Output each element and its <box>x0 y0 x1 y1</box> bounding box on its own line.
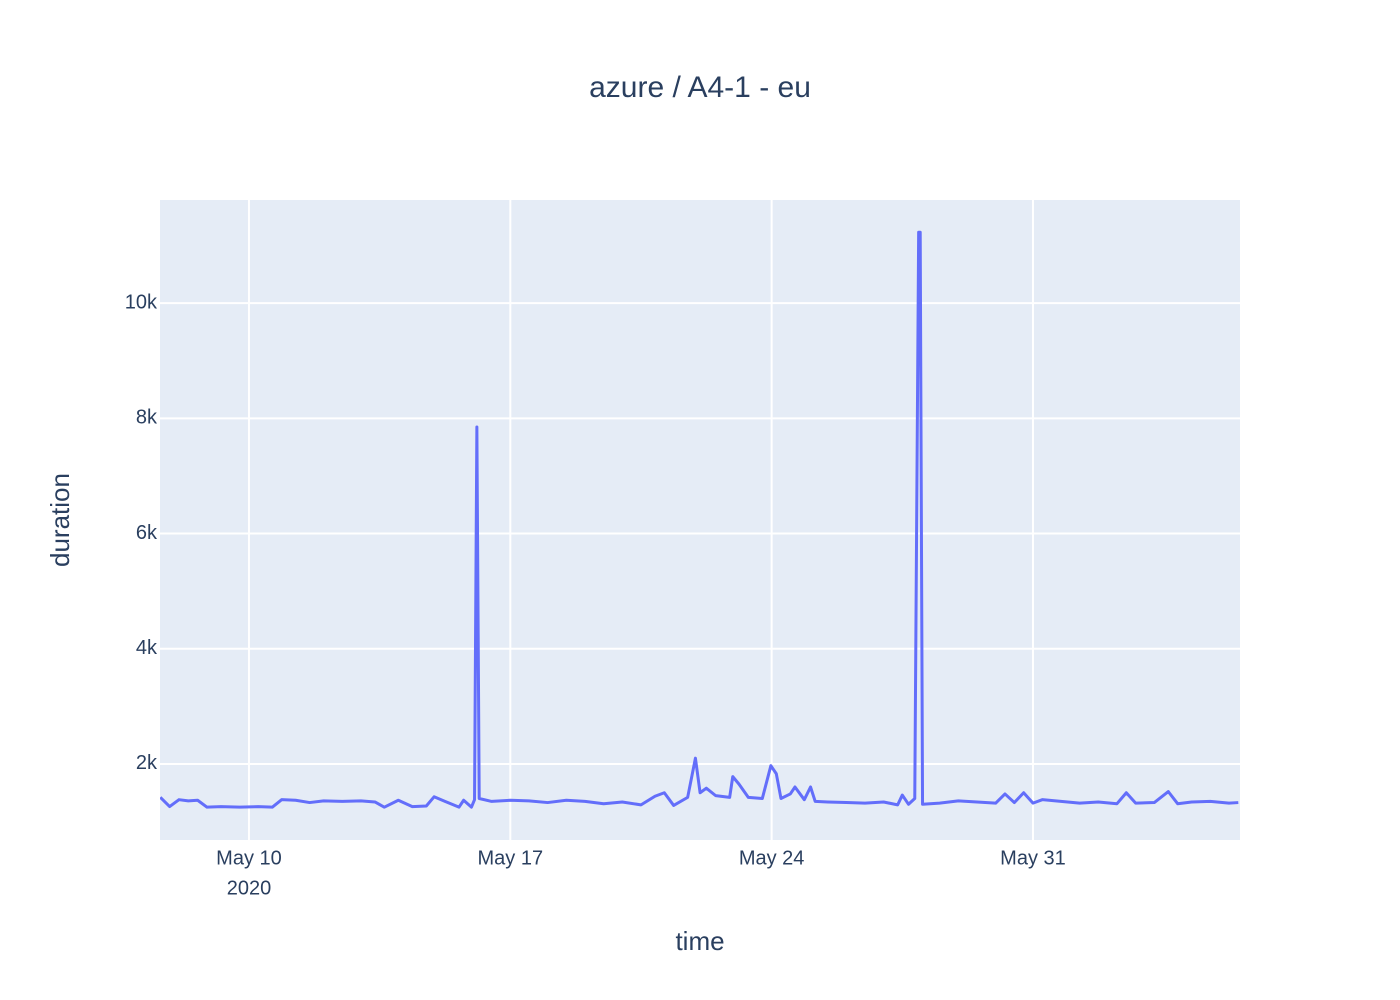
y-tick-label: 10k <box>125 291 158 313</box>
y-tick-label: 4k <box>136 637 158 659</box>
y-tick-label: 2k <box>136 752 158 774</box>
y-axis-title: duration <box>45 473 75 567</box>
x-tick-label: May 10 <box>216 847 282 869</box>
x-axis-title: time <box>675 926 724 956</box>
y-tick-label: 6k <box>136 522 158 544</box>
y-tick-label: 8k <box>136 407 158 429</box>
plot-area <box>160 200 1240 840</box>
x-tick-label: May 17 <box>478 847 544 869</box>
line-series <box>160 230 1239 809</box>
x-tick-label: May 24 <box>739 847 805 869</box>
x-tick-label: May 31 <box>1000 847 1066 869</box>
x-tick-sublabel: 2020 <box>227 877 272 899</box>
chart-title: azure / A4-1 - eu <box>589 71 811 104</box>
